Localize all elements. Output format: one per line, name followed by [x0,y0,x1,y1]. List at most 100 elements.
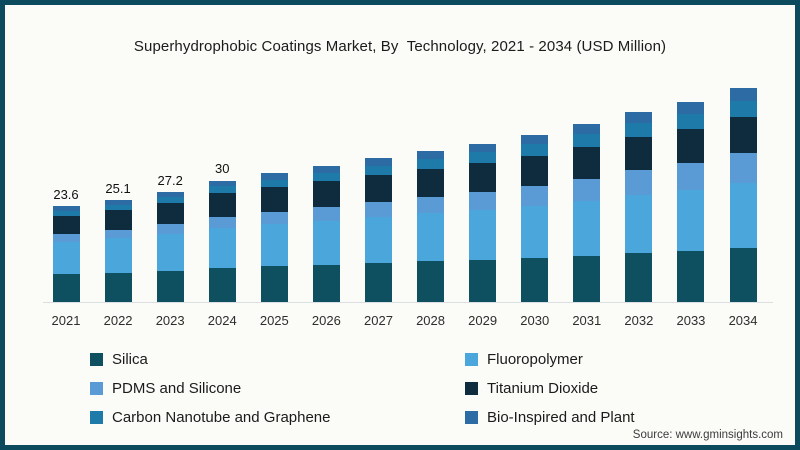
segment-pdms-and-silicone-2021 [52,234,80,243]
x-tick-2027: 2027 [364,313,393,328]
legend-item-bio-inspired-and-plant: Bio-Inspired and Plant [465,409,770,426]
bar-2024 [208,180,236,302]
bar-2029 [469,143,497,302]
segment-titanium-dioxide-2022 [104,210,132,230]
x-axis-line [43,302,773,303]
segment-fluoropolymer-2027 [364,216,392,264]
segment-fluoropolymer-2034 [729,182,757,248]
x-tick-2033: 2033 [676,313,706,328]
segment-bio-inspired-and-plant-2025 [260,173,288,180]
segment-carbon-nanotube-and-graphene-2026 [312,172,340,182]
segment-titanium-dioxide-2024 [208,193,236,217]
segment-fluoropolymer-2032 [625,194,653,253]
x-tick-2030: 2030 [520,313,550,328]
x-tick-2026: 2026 [311,313,341,328]
segment-bio-inspired-and-plant-2029 [469,143,497,153]
segment-carbon-nanotube-and-graphene-2028 [417,158,445,169]
segment-bio-inspired-and-plant-2022 [104,200,132,205]
segment-silica-2024 [208,267,236,302]
segment-pdms-and-silicone-2022 [104,229,132,239]
segment-silica-2030 [521,257,549,302]
bar-2026 [312,165,340,302]
segment-silica-2021 [52,274,80,302]
segment-carbon-nanotube-and-graphene-2033 [677,113,705,130]
x-tick-2032: 2032 [624,313,654,328]
x-tick-2022: 2022 [103,313,133,328]
segment-pdms-and-silicone-2032 [625,170,653,195]
segment-carbon-nanotube-and-graphene-2027 [364,165,392,176]
segment-pdms-and-silicone-2033 [677,163,705,190]
legend-swatch-pdms-and-silicone [90,382,103,395]
bar-2025 [260,173,288,302]
chart-title: Superhydrophobic Coatings Market, By Tec… [133,38,667,55]
bar-2028 [417,150,445,302]
segment-titanium-dioxide-2029 [469,163,497,192]
x-tick-2028: 2028 [416,313,445,328]
segment-fluoropolymer-2026 [312,220,340,265]
segment-titanium-dioxide-2034 [729,117,757,154]
bar-2021 [52,206,80,302]
segment-bio-inspired-and-plant-2028 [417,150,445,159]
segment-pdms-and-silicone-2034 [729,153,757,183]
segment-fluoropolymer-2025 [260,224,288,267]
segment-fluoropolymer-2021 [52,242,80,275]
legend-item-fluoropolymer: Fluoropolymer [465,351,770,368]
segment-carbon-nanotube-and-graphene-2021 [52,210,80,217]
segment-bio-inspired-and-plant-2026 [312,165,340,173]
bar-2027 [364,158,392,302]
bar-2022 [104,200,132,302]
segment-fluoropolymer-2031 [573,200,601,256]
legend-label-titanium-dioxide: Titanium Dioxide [487,380,599,397]
legend-label-carbon-nanotube-and-graphene: Carbon Nanotube and Graphene [112,409,331,426]
value-label-2022: 25.1 [105,181,131,197]
segment-carbon-nanotube-and-graphene-2030 [521,144,549,156]
segment-silica-2032 [625,252,653,302]
x-tick-2029: 2029 [468,313,498,328]
legend-swatch-bio-inspired-and-plant [465,411,478,424]
segment-bio-inspired-and-plant-2021 [52,206,80,211]
segment-bio-inspired-and-plant-2027 [364,158,392,166]
segment-titanium-dioxide-2023 [156,203,184,225]
segment-bio-inspired-and-plant-2030 [521,134,549,145]
segment-fluoropolymer-2022 [104,238,132,273]
segment-fluoropolymer-2029 [469,210,497,260]
segment-titanium-dioxide-2033 [677,129,705,164]
legend-label-fluoropolymer: Fluoropolymer [487,351,583,368]
value-label-2024: 30 [215,161,230,177]
segment-bio-inspired-and-plant-2034 [729,88,757,101]
legend-item-carbon-nanotube-and-graphene: Carbon Nanotube and Graphene [90,409,465,426]
segment-titanium-dioxide-2027 [364,175,392,202]
segment-silica-2031 [573,255,601,302]
bar-2032 [625,111,653,302]
source-attribution: Source: www.gminsights.com [632,429,783,441]
bar-2023 [156,191,184,302]
segment-titanium-dioxide-2026 [312,181,340,207]
legend-label-pdms-and-silicone: PDMS and Silicone [112,380,242,397]
x-tick-2024: 2024 [207,313,237,328]
segment-pdms-and-silicone-2025 [260,211,288,225]
segment-bio-inspired-and-plant-2033 [677,101,705,114]
value-label-2023: 27.2 [157,172,183,188]
segment-carbon-nanotube-and-graphene-2023 [156,196,184,204]
segment-fluoropolymer-2030 [521,205,549,258]
segment-carbon-nanotube-and-graphene-2032 [625,122,653,138]
segment-silica-2027 [364,263,392,302]
segment-carbon-nanotube-and-graphene-2024 [208,186,236,194]
segment-silica-2028 [417,261,445,302]
segment-silica-2026 [312,264,340,302]
bar-2033 [677,101,705,302]
segment-bio-inspired-and-plant-2031 [573,124,601,135]
segment-pdms-and-silicone-2030 [521,185,549,206]
segment-pdms-and-silicone-2029 [469,191,497,211]
segment-titanium-dioxide-2032 [625,137,653,171]
legend-swatch-carbon-nanotube-and-graphene [90,411,103,424]
legend-label-silica: Silica [112,351,148,368]
segment-pdms-and-silicone-2024 [208,216,236,228]
segment-silica-2025 [260,266,288,302]
x-tick-2034: 2034 [728,313,758,328]
segment-carbon-nanotube-and-graphene-2022 [104,204,132,211]
x-tick-2023: 2023 [155,313,185,328]
x-tick-2031: 2031 [572,313,602,328]
segment-carbon-nanotube-and-graphene-2034 [729,100,757,118]
